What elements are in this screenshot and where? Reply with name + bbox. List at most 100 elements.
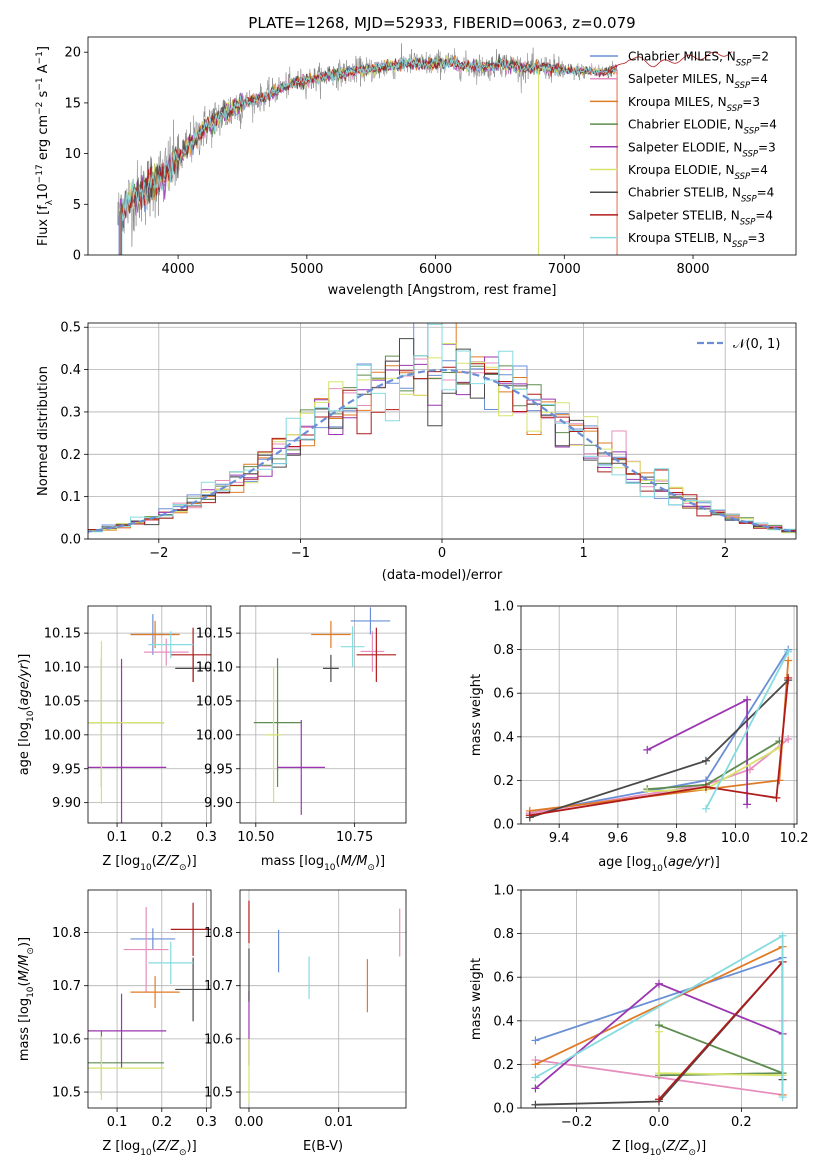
model-spectrum <box>121 57 618 219</box>
weight-marker <box>531 1060 540 1069</box>
y-tick-label: 0.0 <box>60 533 81 548</box>
axes-frame <box>87 889 212 1109</box>
y-tick-label: 0.5 <box>60 321 81 336</box>
plot-area <box>248 900 401 1103</box>
x-tick-label: −0.2 <box>561 1115 593 1130</box>
x-tick-label: 9.6 <box>608 831 629 846</box>
axes-frame <box>87 36 797 256</box>
x-tick-label: 0.2 <box>151 1115 172 1130</box>
weight-marker <box>743 800 752 809</box>
weight-line <box>658 961 784 1100</box>
y-tick-label: 0.2 <box>493 1058 514 1073</box>
weight-marker <box>778 1093 787 1102</box>
legend: Chabrier MILES, NSSP=2 Salpeter MILES, NS… <box>590 50 777 250</box>
weight-marker <box>778 931 787 940</box>
y-tick-label: 10.00 <box>196 728 233 743</box>
y-tick-label: 10.5 <box>204 1086 233 1101</box>
weight-marker <box>772 793 781 802</box>
panel-weight_vs_Z: −0.2 0.0 0.2 0.0 0.2 0.4 0.6 0.8 1.0 Z [log10(Z/Z… <box>469 884 798 1158</box>
y-tick-label: 10.10 <box>196 661 233 676</box>
x-tick-label: 10.75 <box>336 830 373 845</box>
weight-marker <box>643 745 652 754</box>
y-axis-label: Normed distribution <box>36 366 51 496</box>
y-tick-label: 0.8 <box>493 927 514 942</box>
y-tick-label: 10.15 <box>44 627 81 642</box>
weight-line <box>529 677 790 817</box>
normal-curve <box>88 368 796 533</box>
y-tick-label: 1.0 <box>493 600 514 615</box>
y-axis-label: age [log10(age/yr)] <box>17 654 36 776</box>
x-axis-label: (data-model)/error <box>382 568 503 583</box>
x-tick-label: 0.3 <box>196 830 217 845</box>
panel-residuals: −2 −1 0 1 2 0.0 0.1 0.2 0.3 0.4 0.5 𝒩(0, 1) (data-mo… <box>36 321 797 583</box>
weight-line <box>658 1031 783 1077</box>
y-tick-label: 10.5 <box>52 1086 81 1101</box>
y-axis-label: mass weight <box>469 958 484 1040</box>
axes-frame <box>87 605 212 824</box>
x-tick-label: 0.01 <box>324 1115 353 1130</box>
weight-marker <box>643 787 652 796</box>
weight-marker <box>531 1073 540 1082</box>
x-tick-label: 9.4 <box>549 831 570 846</box>
panel-age_vs_mass: 10.50 10.75 9.90 9.95 10.00 10.05 10.10 10.15 ma… <box>196 605 407 873</box>
legend-label: Salpeter STELIB, NSSP=4 <box>628 208 773 227</box>
x-tick-label: 10.50 <box>237 830 274 845</box>
weight-marker <box>655 1069 663 1078</box>
y-tick-label: 0.4 <box>493 730 514 745</box>
y-tick-label: 10.7 <box>52 979 81 994</box>
panel-age_vs_Z: 0.1 0.2 0.3 9.90 9.95 10.00 10.05 10.10 10.15 Z [… <box>17 605 217 873</box>
y-tick-label: 10.8 <box>52 926 81 941</box>
weight-marker <box>531 1084 540 1093</box>
x-axis-label: Z [log10(Z/Z⊙)] <box>102 1139 196 1158</box>
weight-marker <box>784 673 793 682</box>
weight-marker <box>701 782 710 791</box>
y-axis-label: Flux [fλ10−17 erg cm−2 s−1 A−1] <box>35 46 55 246</box>
x-tick-label: 9.8 <box>666 831 687 846</box>
y-tick-label: 10.6 <box>52 1032 81 1047</box>
y-tick-label: 10.05 <box>196 694 233 709</box>
y-tick-label: 0.4 <box>60 363 81 378</box>
weight-marker <box>701 756 710 765</box>
axes-frame <box>239 605 407 824</box>
x-tick-label: 10.2 <box>780 831 809 846</box>
legend-label: Salpeter MILES, NSSP=4 <box>628 72 768 91</box>
y-tick-label: 1.0 <box>493 884 514 899</box>
x-axis-label: wavelength [Angstrom, rest frame] <box>328 283 557 298</box>
x-tick-label: 6000 <box>419 262 452 277</box>
x-tick-label: 8000 <box>676 262 709 277</box>
y-tick-label: 10 <box>64 147 81 162</box>
y-tick-label: 0.0 <box>493 818 514 833</box>
weight-line <box>705 651 789 810</box>
legend-label: 𝒩(0, 1) <box>733 337 780 352</box>
weight-marker <box>531 1100 540 1108</box>
x-tick-label: 0.1 <box>107 830 128 845</box>
legend-label: Kroupa MILES, NSSP=3 <box>628 95 760 114</box>
y-tick-label: 0.0 <box>493 1102 514 1117</box>
x-tick-label: 0.2 <box>151 830 172 845</box>
x-tick-label: 0.1 <box>107 1115 128 1130</box>
axes-frame <box>87 322 797 540</box>
y-tick-label: 10.7 <box>204 979 233 994</box>
y-axis-label: mass [log10(M/M⊙)] <box>17 937 36 1061</box>
x-tick-label: −2 <box>149 546 168 561</box>
legend-label: Chabrier ELODIE, NSSP=4 <box>628 118 777 137</box>
y-tick-label: 20 <box>64 46 81 61</box>
chart-title: PLATE=1268, MJD=52933, FIBERID=0063, z=0… <box>248 14 635 32</box>
plot-area <box>88 902 211 1101</box>
panel-mass_vs_Z: 0.1 0.2 0.3 10.5 10.6 10.7 10.8 Z [log10(Z/Z⊙)]… <box>17 889 217 1158</box>
x-tick-label: 0 <box>438 546 446 561</box>
weight-marker <box>784 734 793 743</box>
x-tick-label: 7000 <box>548 262 581 277</box>
weight-line <box>529 679 789 819</box>
x-tick-label: 2 <box>721 546 729 561</box>
y-tick-label: 10.10 <box>44 661 81 676</box>
x-tick-label: 0.0 <box>649 1115 670 1130</box>
y-tick-label: 0.6 <box>493 971 514 986</box>
weight-marker <box>655 979 663 988</box>
x-tick-label: −1 <box>291 546 310 561</box>
weight-marker <box>525 811 534 820</box>
x-tick-label: 0.00 <box>234 1115 263 1130</box>
y-tick-label: 0.1 <box>60 490 81 505</box>
y-tick-label: 0.3 <box>60 405 81 420</box>
y-tick-label: 10.15 <box>196 627 233 642</box>
